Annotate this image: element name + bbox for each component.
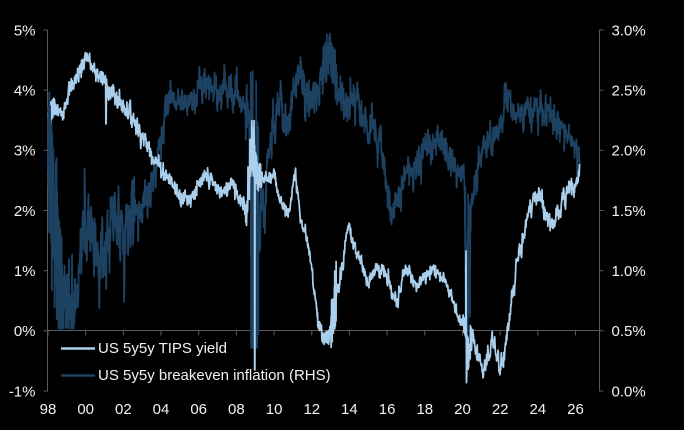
svg-text:0.0%: 0.0% — [612, 383, 646, 400]
svg-text:4%: 4% — [14, 83, 36, 100]
svg-text:1.0%: 1.0% — [612, 263, 646, 280]
svg-text:08: 08 — [228, 401, 245, 418]
svg-text:-1%: -1% — [9, 383, 36, 400]
svg-text:0%: 0% — [14, 323, 36, 340]
svg-text:98: 98 — [40, 401, 57, 418]
svg-text:04: 04 — [153, 401, 170, 418]
svg-text:5%: 5% — [14, 22, 36, 39]
svg-text:10: 10 — [266, 401, 283, 418]
svg-text:22: 22 — [492, 401, 509, 418]
svg-text:2%: 2% — [14, 203, 36, 220]
svg-text:18: 18 — [416, 401, 433, 418]
svg-text:US 5y5y breakeven inflation (R: US 5y5y breakeven inflation (RHS) — [98, 367, 331, 384]
svg-text:24: 24 — [529, 401, 546, 418]
svg-text:2.5%: 2.5% — [612, 83, 646, 100]
svg-text:20: 20 — [454, 401, 471, 418]
svg-text:06: 06 — [190, 401, 207, 418]
svg-text:02: 02 — [115, 401, 132, 418]
svg-text:14: 14 — [341, 401, 358, 418]
svg-text:1.5%: 1.5% — [612, 203, 646, 220]
svg-text:US 5y5y TIPS yield: US 5y5y TIPS yield — [98, 340, 227, 357]
svg-text:0.5%: 0.5% — [612, 323, 646, 340]
svg-text:3%: 3% — [14, 143, 36, 160]
svg-text:3.0%: 3.0% — [612, 22, 646, 39]
svg-text:12: 12 — [303, 401, 320, 418]
svg-text:00: 00 — [77, 401, 94, 418]
svg-text:1%: 1% — [14, 263, 36, 280]
svg-text:26: 26 — [567, 401, 584, 418]
svg-text:2.0%: 2.0% — [612, 143, 646, 160]
svg-text:16: 16 — [379, 401, 396, 418]
